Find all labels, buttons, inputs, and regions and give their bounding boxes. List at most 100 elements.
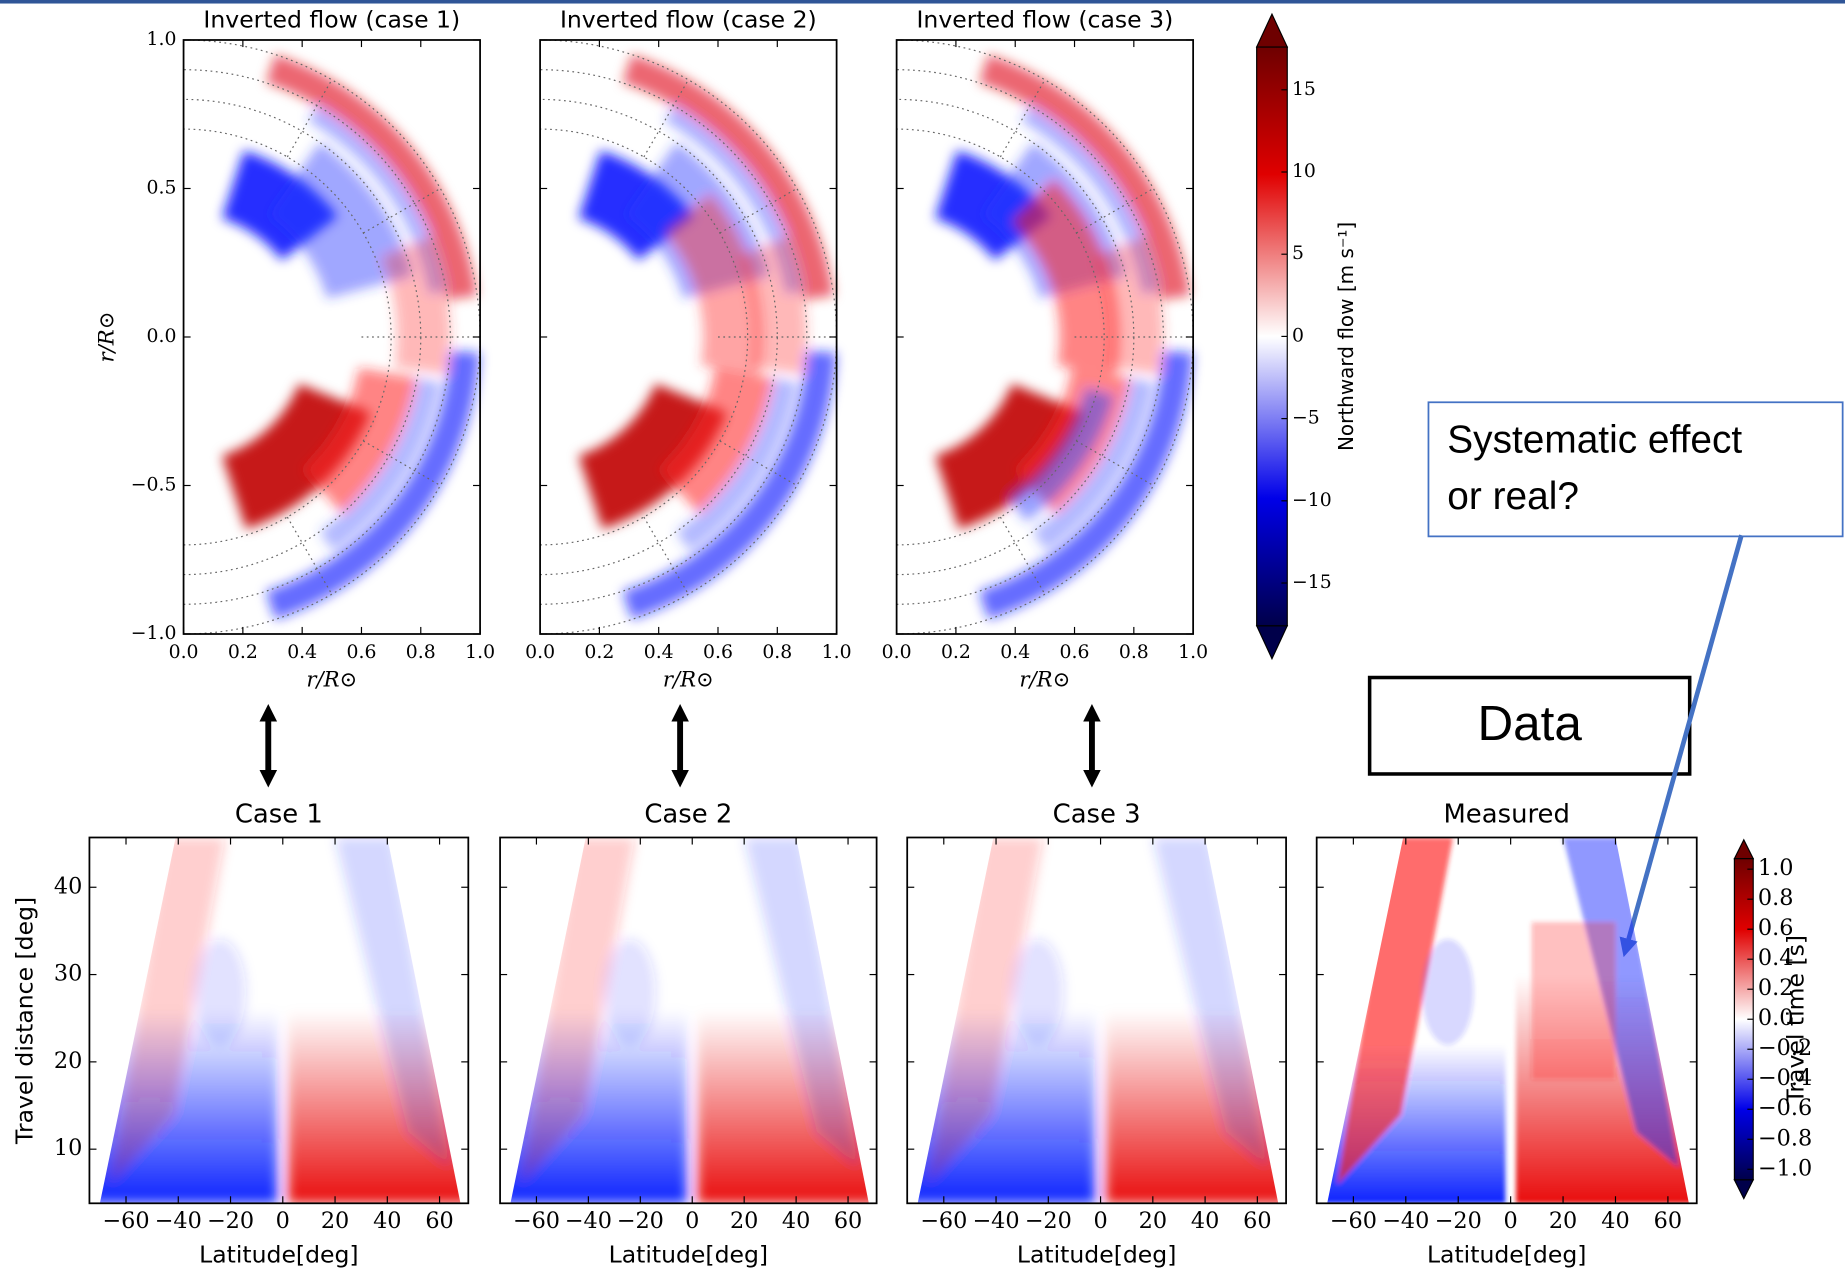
red-region (697, 1009, 869, 1204)
dotted-radius (719, 440, 798, 487)
x-tick-label: 0.2 (228, 642, 258, 663)
dotted-circle (896, 69, 1165, 605)
dotted-circle (540, 69, 808, 605)
dotted-radius (719, 187, 798, 234)
flow-region (381, 236, 451, 375)
panel-title: Measured (1443, 800, 1569, 830)
flow-region (665, 193, 763, 376)
travel-map (917, 837, 1279, 1204)
x-tick-label: 40 (1601, 1208, 1629, 1234)
x-tick-label: 20 (1139, 1208, 1167, 1234)
y-tick-label: 30 (54, 961, 82, 987)
colorbar-tick-label: 0 (1292, 325, 1304, 346)
blue-stripe (1563, 837, 1679, 1167)
dotted-circle (540, 128, 749, 546)
colorbar-tick-label: −0.2 (1758, 1035, 1812, 1061)
top-bar (0, 0, 1845, 4)
panel: Case 2 −60 −40 −20 0 20 40 60 Latitude[deg] (499, 800, 878, 1268)
x-tick-label: 60 (1243, 1208, 1271, 1234)
x-axis-label: r/R⊙ (663, 667, 714, 692)
dotted-radius (999, 516, 1046, 595)
red-stripe (110, 837, 226, 1185)
flow-map (935, 54, 1193, 620)
flow-region (578, 383, 728, 530)
dotted-radius (999, 79, 1046, 158)
flow-region (302, 367, 418, 514)
red-stripe (1337, 837, 1453, 1185)
colorbar-tick-label: 1.0 (1758, 855, 1794, 881)
question-box (1427, 401, 1844, 538)
panel: Inverted flow (case 3) 0.0 0.2 0.4 0.6 0.8 1.0… (882, 6, 1358, 692)
y-axis-label: r/R⊙ (94, 312, 119, 363)
x-tick-label: 60 (425, 1208, 453, 1234)
panel-title: Case 2 (644, 800, 732, 830)
x-tick-label: 20 (730, 1208, 758, 1234)
colorbar-tick-label: 15 (1292, 79, 1316, 100)
flow-region (319, 378, 441, 552)
x-axis-label: r/R⊙ (1019, 667, 1070, 692)
panel-title: Case 1 (235, 800, 323, 830)
y-tick-label: 40 (54, 873, 82, 899)
x-tick-label: 0.2 (941, 642, 971, 663)
panel: Case 3 −60 −40 −20 0 20 40 60 Latitude[deg] (906, 800, 1287, 1268)
colorbar-tick-label: 0.6 (1758, 915, 1794, 941)
colorbar-tick-label: 5 (1292, 243, 1304, 264)
flow-map (222, 54, 480, 620)
x-tick-label: 0.6 (347, 642, 377, 663)
panel: Inverted flow (case 2) 0.0 0.2 0.4 0.6 0.8 1.0… (525, 6, 851, 692)
flow-region (659, 367, 774, 514)
x-tick-label: −40 (972, 1208, 1019, 1234)
x-tick-label: −60 (1330, 1208, 1377, 1234)
colorbar-cap (1255, 625, 1289, 661)
colorbar-tick-label: 0.8 (1758, 885, 1794, 911)
panel-title: Inverted flow (case 2) (560, 6, 817, 34)
red-region (288, 1009, 461, 1204)
x-tick-label: 0.4 (644, 642, 674, 663)
flow-region (622, 350, 837, 620)
travel-map (99, 837, 461, 1204)
panel-title: Inverted flow (case 1) (203, 6, 460, 34)
x-tick-label: 0 (276, 1208, 290, 1234)
x-axis-label: Latitude[deg] (1427, 1241, 1586, 1268)
y-tick-label: −0.5 (131, 475, 177, 496)
x-tick-label: 0.0 (525, 642, 555, 663)
x-tick-label: 0.0 (882, 642, 912, 663)
plot-frame (906, 836, 1287, 1205)
x-tick-label: 40 (782, 1208, 810, 1234)
x-tick-label: −40 (1382, 1208, 1429, 1234)
flow-region (266, 350, 480, 620)
x-tick-label: 60 (834, 1208, 862, 1234)
panel: Case 1 −60 −40 −20 0 20 40 60 10 20 30 40 Latitude[d… (10, 800, 470, 1268)
x-tick-label: 0 (1093, 1208, 1107, 1234)
x-tick-label: −60 (513, 1208, 560, 1234)
x-tick-label: −20 (1435, 1208, 1482, 1234)
flow-region (622, 54, 834, 300)
flow-region (1032, 378, 1154, 552)
x-tick-label: 0 (1504, 1208, 1518, 1234)
flow-region (222, 383, 371, 530)
dotted-radius (363, 440, 441, 487)
x-tick-label: 60 (1654, 1208, 1682, 1234)
x-tick-label: 40 (1191, 1208, 1219, 1234)
x-tick-label: 0.4 (1000, 642, 1030, 663)
question-text: Systematic effect (1447, 419, 1742, 462)
flow-region (979, 350, 1193, 620)
x-tick-label: 0.8 (1119, 642, 1149, 663)
flow-region (266, 54, 478, 300)
dotted-radius (363, 187, 441, 234)
x-axis-label: Latitude[deg] (609, 1241, 768, 1268)
x-tick-label: 0.0 (169, 642, 199, 663)
question-text: or real? (1447, 475, 1579, 518)
colorbar-tick-label: −5 (1292, 408, 1320, 429)
x-tick-label: −40 (565, 1208, 612, 1234)
x-tick-label: 20 (321, 1208, 349, 1234)
colorbar-cap (1255, 12, 1289, 48)
x-tick-label: 40 (373, 1208, 401, 1234)
panel: Measured −60 −40 −20 0 20 40 60 Latitude[deg] −1.… (1315, 800, 1812, 1268)
colorbar-tick-label: 10 (1292, 161, 1316, 182)
dotted-circle (183, 128, 392, 546)
colorbar-tick-label: −15 (1292, 572, 1332, 593)
y-axis-label: Travel distance [deg] (10, 897, 38, 1145)
panel-title: Case 3 (1053, 800, 1141, 830)
